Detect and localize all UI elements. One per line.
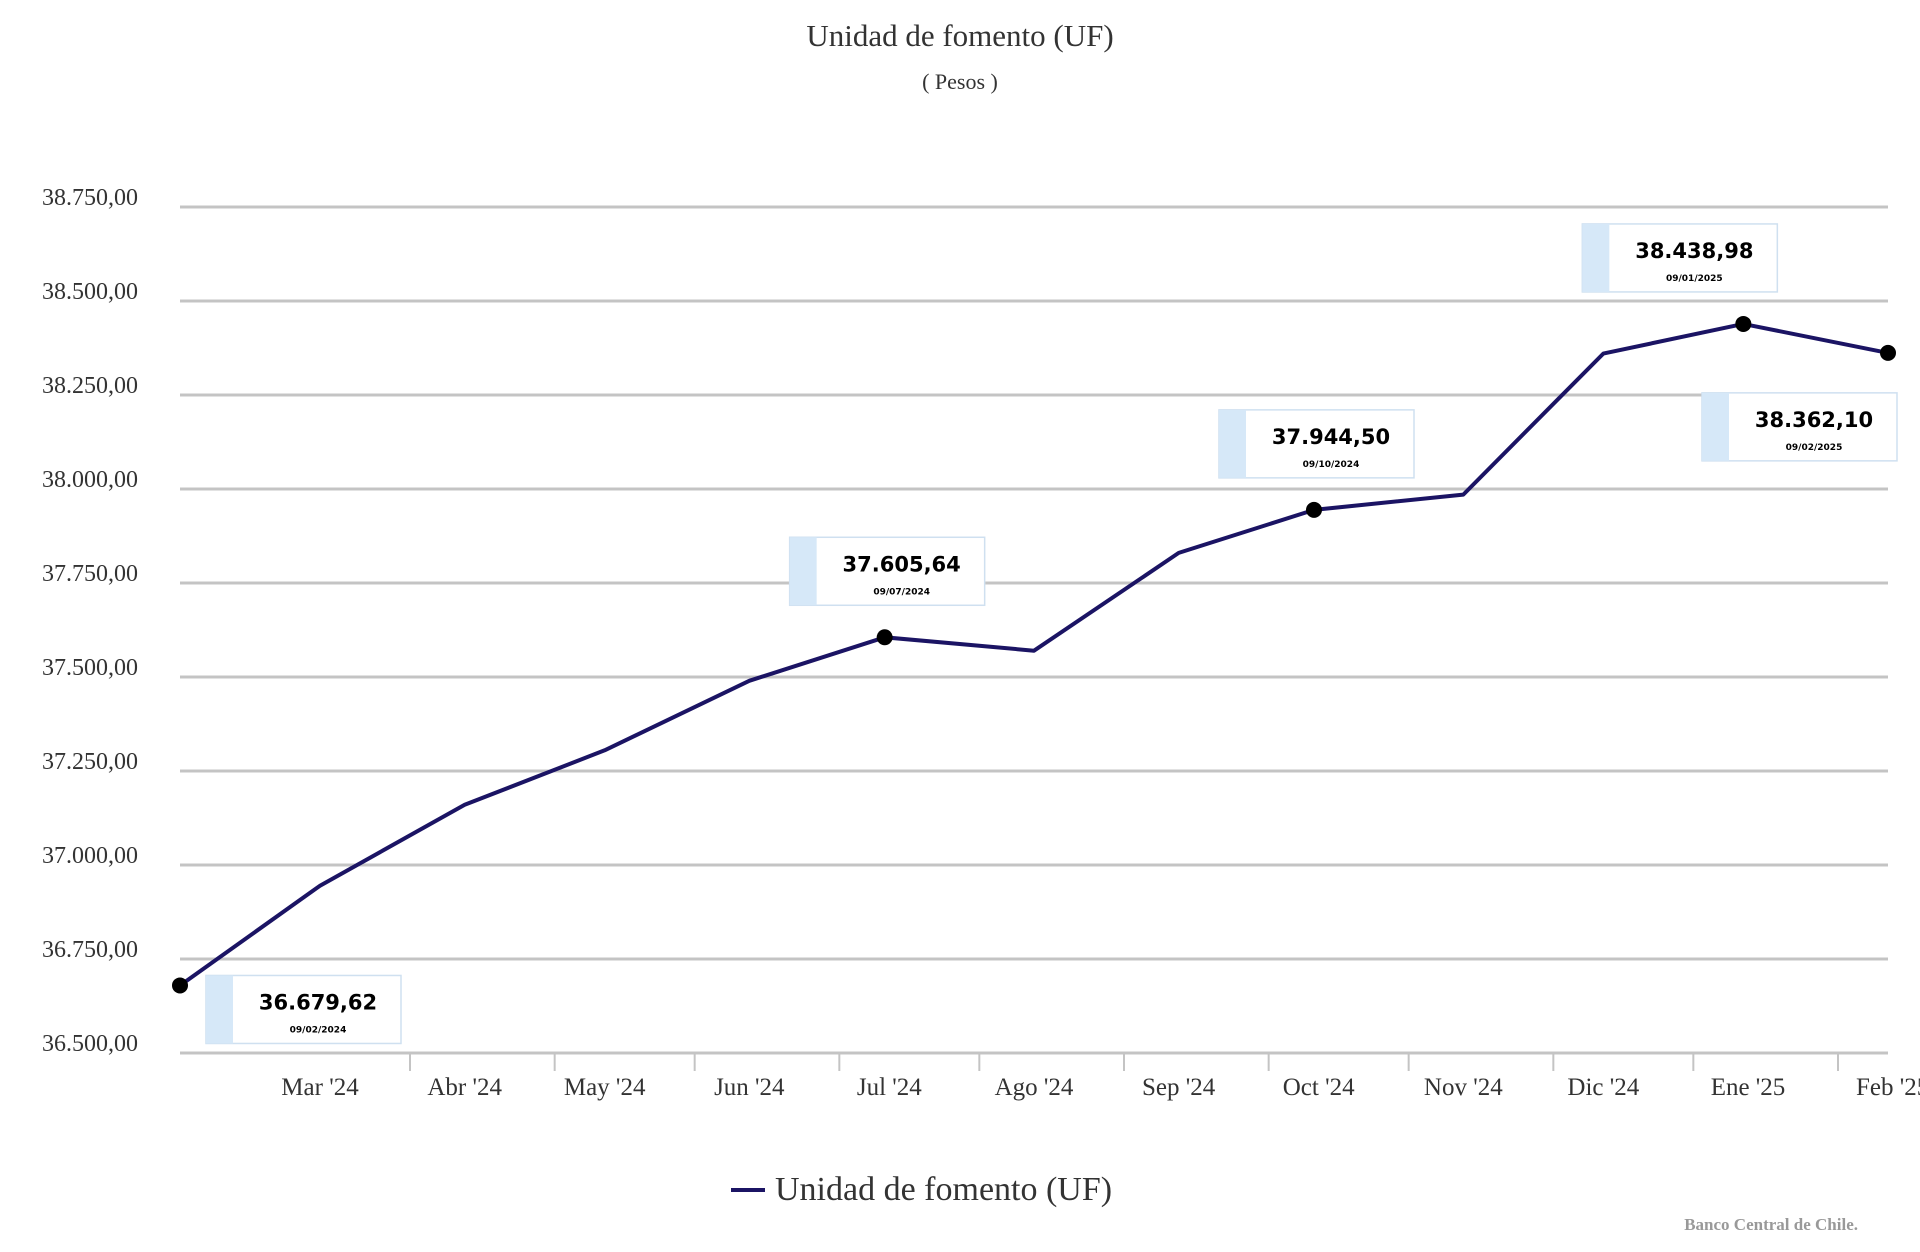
y-tick-label: 38.000,00 — [42, 467, 138, 493]
annotation-value: 36.679,62 — [259, 990, 377, 1014]
data-point-marker[interactable] — [1306, 501, 1322, 518]
x-tick-label: Nov '24 — [1424, 1074, 1503, 1101]
credit-text: Banco Central de Chile. — [1684, 1215, 1858, 1234]
chart-title: Unidad de fomento (UF) — [806, 18, 1113, 53]
annotation-accent — [1582, 223, 1610, 292]
data-point-marker[interactable] — [876, 629, 893, 646]
y-tick-label: 38.250,00 — [42, 373, 138, 399]
annotation-date: 09/02/2024 — [290, 1025, 347, 1035]
chart-subtitle: ( Pesos ) — [922, 69, 998, 94]
y-tick-label: 37.750,00 — [42, 561, 138, 587]
x-axis: Mar '24 Abr '24 May '24 Jun '24 Jul '24 Ago '… — [281, 1053, 1920, 1101]
series-line[interactable] — [178, 321, 1889, 988]
legend-label: Unidad de fomento (UF) — [775, 1171, 1112, 1208]
annotation-callout: 36.679,62 09/02/2024 — [205, 974, 402, 1045]
annotations: 36.679,6209/02/202437.605,6409/07/202437… — [205, 223, 1898, 1045]
x-tick-label: Jun '24 — [714, 1074, 785, 1101]
y-tick-label: 37.250,00 — [42, 749, 138, 775]
y-tick-label: 38.500,00 — [42, 279, 138, 305]
annotation-date: 09/02/2025 — [1786, 443, 1843, 453]
annotation-date: 09/01/2025 — [1666, 274, 1723, 284]
annotation-callout: 38.362,10 09/02/2025 — [1701, 392, 1898, 462]
x-tick-label: Jul '24 — [857, 1074, 922, 1101]
x-tick-label: Oct '24 — [1283, 1074, 1355, 1101]
data-point-marker[interactable] — [172, 977, 188, 994]
annotation-callout: 38.438,98 09/01/2025 — [1581, 223, 1779, 293]
annotation-value: 37.944,50 — [1272, 425, 1390, 449]
annotation-accent — [206, 975, 233, 1044]
annotation-box — [1218, 409, 1415, 479]
x-tick-label: Feb '25 — [1856, 1074, 1920, 1101]
y-tick-label: 36.750,00 — [42, 937, 138, 963]
y-tick-label: 36.500,00 — [42, 1031, 138, 1057]
annotation-box — [205, 974, 402, 1045]
x-tick-label: Ago '24 — [995, 1074, 1074, 1101]
y-tick-label: 38.750,00 — [42, 185, 138, 211]
annotation-value: 37.605,64 — [843, 552, 961, 576]
gridlines — [180, 205, 1888, 1055]
x-tick-label: Abr '24 — [427, 1074, 502, 1101]
x-tick-label: Dic '24 — [1567, 1074, 1639, 1101]
x-tick-label: Ene '25 — [1711, 1074, 1786, 1101]
annotation-accent — [1219, 409, 1246, 478]
annotation-accent — [1702, 392, 1729, 461]
y-axis: 38.750,00 38.500,00 38.250,00 38.000,00 37.7… — [42, 185, 138, 1057]
y-tick-label: 37.500,00 — [42, 655, 138, 681]
annotation-callout: 37.605,64 09/07/2024 — [788, 536, 986, 607]
x-tick-label: May '24 — [564, 1074, 646, 1101]
legend[interactable]: Unidad de fomento (UF) — [731, 1171, 1112, 1208]
data-point-marker[interactable] — [1735, 315, 1752, 332]
x-tick-label: Mar '24 — [281, 1074, 359, 1101]
x-tick-label: Sep '24 — [1142, 1074, 1216, 1101]
annotation-value: 38.438,98 — [1635, 239, 1753, 263]
annotation-box — [1701, 392, 1898, 462]
annotation-date: 09/10/2024 — [1303, 460, 1360, 470]
markers — [172, 315, 1896, 994]
annotation-callout: 37.944,50 09/10/2024 — [1218, 409, 1415, 479]
annotation-date: 09/07/2024 — [873, 587, 930, 597]
annotation-accent — [789, 537, 817, 606]
series — [178, 321, 1889, 988]
data-point-marker[interactable] — [1880, 344, 1896, 361]
annotation-value: 38.362,10 — [1755, 408, 1873, 432]
y-tick-label: 37.000,00 — [42, 843, 138, 869]
